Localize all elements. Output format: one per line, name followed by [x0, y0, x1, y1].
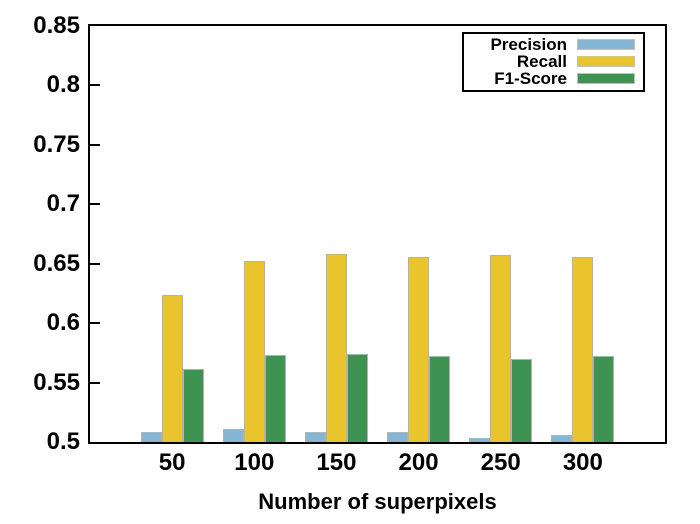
x-tick-label: 300 — [562, 449, 603, 476]
y-tick-label: 0.55 — [33, 368, 80, 396]
x-tick-label: 150 — [316, 449, 357, 476]
bar-recall-100 — [243, 261, 265, 442]
bar-recall-150 — [325, 254, 347, 442]
bar-recall-200 — [408, 257, 430, 442]
x-axis-title: Number of superpixels — [258, 489, 497, 514]
y-tick-mark — [90, 262, 100, 265]
legend-swatch-precision — [577, 39, 635, 50]
bar-precision-300 — [551, 435, 573, 442]
y-tick-label: 0.6 — [46, 309, 80, 337]
bar-f1-score-200 — [429, 356, 451, 442]
legend-item-recall: Recall — [468, 53, 635, 70]
y-tick-label: 0.8 — [46, 71, 80, 99]
bar-f1-score-50 — [182, 369, 204, 442]
x-tick-label: 250 — [480, 449, 521, 476]
x-tick-label: 200 — [398, 449, 439, 476]
y-tick-label: 0.85 — [33, 12, 80, 39]
legend-label-precision: Precision — [490, 35, 567, 54]
legend-item-f1: F1-Score — [468, 70, 635, 87]
bar-precision-100 — [222, 429, 244, 442]
y-tick-label: 0.7 — [46, 190, 80, 218]
bar-precision-200 — [387, 432, 409, 442]
y-tick-label: 0.5 — [46, 428, 80, 455]
y-tick-label: 0.75 — [33, 130, 80, 158]
bar-f1-score-100 — [264, 355, 286, 442]
y-tick-label: 0.65 — [33, 249, 80, 277]
bar-recall-250 — [490, 255, 512, 442]
bar-f1-score-300 — [593, 356, 615, 442]
y-tick-mark — [90, 203, 100, 206]
bar-precision-150 — [304, 432, 326, 442]
legend-label-recall: Recall — [516, 52, 567, 71]
y-tick-mark — [90, 143, 100, 146]
bar-recall-300 — [572, 257, 594, 442]
y-tick-mark — [90, 84, 100, 87]
bar-f1-score-150 — [346, 354, 368, 442]
legend-swatch-f1 — [577, 73, 635, 84]
bar-recall-50 — [161, 295, 183, 442]
y-tick-mark — [90, 381, 100, 384]
x-tick-label: 100 — [234, 449, 275, 476]
legend-item-precision: Precision — [468, 36, 635, 53]
bar-f1-score-250 — [511, 359, 533, 442]
legend: Precision Recall F1-Score — [462, 32, 645, 92]
plot-area — [88, 24, 667, 444]
bar-precision-250 — [469, 438, 491, 442]
legend-swatch-recall — [577, 56, 635, 67]
y-tick-mark — [90, 322, 100, 325]
legend-label-f1: F1-Score — [494, 69, 567, 88]
x-tick-label: 50 — [158, 449, 186, 476]
bar-precision-50 — [140, 432, 162, 442]
